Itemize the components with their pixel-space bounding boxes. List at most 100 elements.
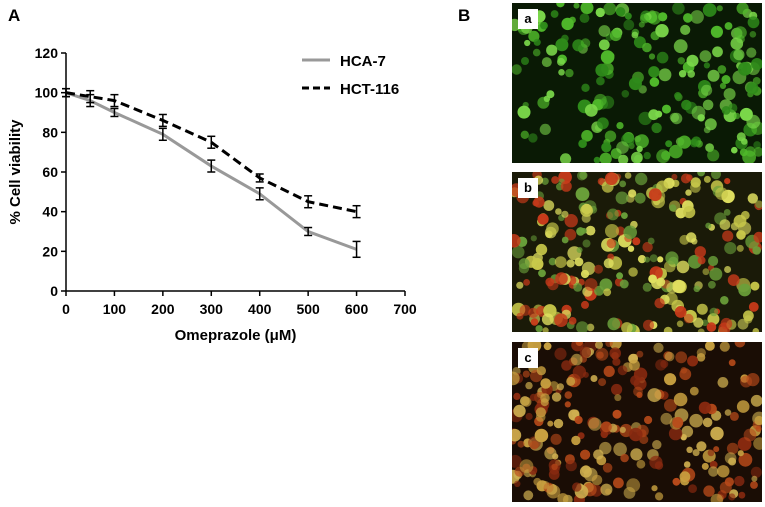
- cell-blob: [720, 296, 729, 305]
- cell-blob: [696, 303, 708, 315]
- cell-blob: [635, 134, 649, 149]
- cell-blob: [728, 457, 737, 466]
- cell-blob: [683, 313, 694, 324]
- cell-blob: [703, 485, 715, 497]
- cell-blob: [677, 57, 685, 65]
- cell-blob: [512, 454, 522, 468]
- cell-blob: [709, 307, 719, 317]
- cell-blob: [674, 92, 682, 100]
- cell-blob: [525, 381, 533, 390]
- cell-blob: [674, 306, 687, 318]
- cell-blob: [696, 353, 706, 362]
- y-tick-label: 80: [42, 124, 58, 140]
- x-tick-label: 200: [151, 301, 175, 317]
- cell-blob: [698, 401, 712, 414]
- cell-blob: [723, 88, 736, 101]
- micrograph-label-b: b: [518, 178, 538, 198]
- cell-blob: [749, 31, 757, 38]
- cell-blob: [561, 210, 569, 218]
- cell-blob: [743, 310, 754, 322]
- cell-blob: [717, 377, 729, 388]
- cell-blob: [729, 411, 739, 421]
- cell-blob: [747, 193, 758, 204]
- cell-blob: [596, 76, 605, 86]
- cell-blob: [701, 462, 709, 470]
- cell-blob: [584, 278, 598, 292]
- cell-blob: [603, 258, 614, 269]
- cell-blob: [702, 3, 717, 17]
- cell-blob: [615, 7, 626, 17]
- cell-blob: [752, 328, 760, 332]
- cell-blob: [538, 269, 546, 278]
- cell-blob: [733, 49, 745, 61]
- cell-blob: [612, 409, 622, 419]
- cell-blob: [710, 426, 724, 441]
- cell-blob: [546, 44, 558, 56]
- cell-blob: [628, 359, 640, 371]
- cell-blob: [719, 219, 731, 230]
- cell-blob: [726, 442, 739, 455]
- cell-blob: [607, 208, 619, 221]
- cell-blob: [669, 112, 680, 123]
- cell-blob: [554, 313, 568, 327]
- cell-blob: [595, 63, 609, 77]
- cell-blob: [581, 261, 596, 276]
- cell-blob: [716, 5, 723, 12]
- cell-blob: [643, 151, 651, 160]
- cell-blob: [616, 141, 629, 154]
- cell-blob: [581, 83, 590, 93]
- cell-blob: [616, 122, 624, 130]
- cell-blob: [619, 180, 627, 188]
- cell-blob: [556, 3, 565, 8]
- micrograph-b-image: [512, 172, 762, 332]
- cell-blob: [564, 214, 578, 228]
- cell-blob: [750, 394, 762, 407]
- cell-blob: [709, 267, 723, 281]
- cell-blob: [628, 77, 642, 91]
- cell-blob: [616, 272, 624, 280]
- cell-blob: [512, 245, 525, 259]
- cell-blob: [522, 370, 530, 378]
- cell-blob: [624, 12, 632, 20]
- cell-blob: [651, 485, 658, 492]
- cell-blob: [537, 213, 549, 225]
- cell-blob: [557, 57, 565, 66]
- cell-blob: [598, 25, 611, 37]
- cell-blob: [523, 279, 530, 286]
- cell-blob: [579, 465, 592, 478]
- cell-blob: [620, 453, 629, 463]
- cell-blob: [525, 412, 533, 421]
- cell-blob: [528, 307, 539, 318]
- y-tick-label: 0: [50, 283, 58, 299]
- cell-blob: [655, 492, 664, 501]
- cell-blob: [643, 319, 654, 331]
- cell-blob: [719, 82, 727, 89]
- cell-blob: [719, 342, 730, 352]
- cell-blob: [652, 440, 662, 450]
- cell-blob: [596, 351, 604, 359]
- cell-blob: [672, 477, 681, 486]
- cell-blob: [636, 145, 643, 153]
- cell-blob: [649, 77, 660, 87]
- cell-blob: [702, 99, 714, 111]
- cell-blob: [707, 449, 715, 457]
- cell-blob: [724, 242, 737, 255]
- legend-label-hca-7: HCA-7: [340, 53, 386, 70]
- y-axis-title: % Cell viability: [7, 119, 24, 225]
- cell-blob: [733, 112, 741, 120]
- cell-blob: [535, 243, 548, 256]
- cell-blob: [743, 428, 757, 442]
- cell-blob: [750, 466, 762, 478]
- cell-blob: [647, 388, 662, 403]
- cell-blob: [529, 393, 537, 401]
- cell-blob: [580, 204, 593, 217]
- cell-blob: [715, 187, 728, 200]
- cell-blob: [696, 441, 707, 452]
- cell-blob: [582, 239, 591, 248]
- cell-blob: [736, 3, 749, 15]
- micrograph-label-c: c: [518, 348, 538, 368]
- cell-blob: [755, 425, 762, 432]
- cell-blob: [555, 272, 568, 285]
- cell-blob: [664, 351, 675, 362]
- cell-blob: [728, 103, 738, 113]
